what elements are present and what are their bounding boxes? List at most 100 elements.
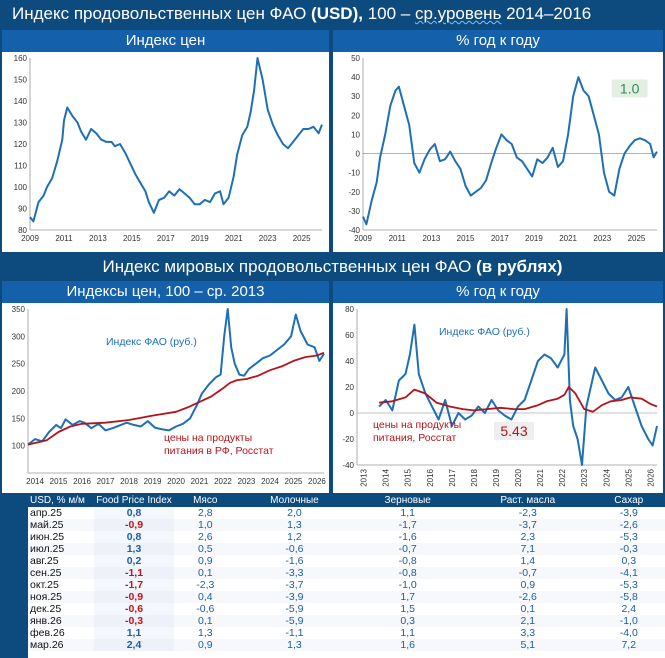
value-cell: -1,7 [94, 579, 174, 591]
value-cell: 5,1 [463, 639, 593, 651]
column-header: USD, % м/м [28, 494, 94, 507]
value-cell: 0,9 [520, 579, 536, 591]
chart-svg: 80 90 100 110 120 130 140 150 160 2009 2011 2013 201… [14, 54, 323, 243]
x-tick-label: 2019 [525, 234, 543, 243]
value-cell: -0,8 [352, 567, 464, 579]
annotation-fao: Индекс ФАО (руб.) [439, 326, 530, 338]
value-cell: 3,3 [520, 627, 536, 639]
month-cell: сен.25 [28, 567, 94, 579]
y-tick-label: 90 [18, 205, 27, 214]
value-cell: -0,3 [592, 543, 665, 555]
value-cell: -0,7 [352, 543, 464, 555]
y-tick-label: 80 [18, 226, 27, 235]
value-cell: -1,0 [398, 579, 417, 591]
value-cell: 1,0 [174, 519, 237, 531]
value-cell: 0,1 [174, 567, 237, 579]
value-cell: -1,6 [398, 531, 417, 543]
value-cell: 0,4 [174, 591, 237, 603]
x-tick-label: 2015 [123, 234, 141, 243]
y-tick-label: 200 [12, 387, 26, 396]
value-cell: -1,0 [592, 615, 665, 627]
table-row: июл.25 1,3 0,5 -0,6 -0,7 7,1 -0,3 [28, 543, 665, 555]
value-cell: -2,6 [463, 591, 593, 603]
table-row: июн.25 0,8 2,6 1,2 -1,6 2,3 -5,3 [28, 531, 665, 543]
value-cell: -3,7 [463, 519, 593, 531]
month-cell: мар.26 [28, 639, 94, 651]
x-tick-label: 2022 [214, 477, 232, 486]
value-cell: 1,1 [94, 627, 174, 639]
x-tick-label: 2023 [259, 234, 277, 243]
value-cell: -0,6 [236, 543, 353, 555]
table-row: авг.25 0,2 0,9 -1,6 -0,8 1,4 0,3 [28, 555, 665, 567]
x-tick-label: 2014 [26, 477, 44, 486]
x-tick-label: 2019 [191, 234, 209, 243]
month-cell: июн.25 [30, 531, 65, 543]
x-tick-label: 2017 [448, 468, 457, 486]
value-cell: -5,9 [285, 603, 304, 615]
x-tick-label: 2013 [360, 468, 369, 486]
chart-svg: -40 -30 -20 -10 0 10 20 30 40 50 2009 2011 2013 2015 2… [348, 54, 658, 243]
x-tick-label: 2023 [238, 477, 256, 486]
y-tick-label: -20 [342, 435, 354, 444]
column-header: Food Price Index [94, 494, 174, 507]
y-tick-label: -40 [348, 226, 360, 235]
value-cell: 2,1 [463, 615, 593, 627]
x-tick-label: 2021 [191, 477, 209, 486]
month-cell: май.25 [28, 519, 94, 531]
annotation-rosstat-2: питания, Росстат [373, 432, 456, 444]
x-tick-label: 2015 [457, 234, 475, 243]
x-tick-label: 2023 [580, 468, 589, 486]
y-tick-label: 0 [356, 150, 361, 159]
y-tick-label: -40 [342, 461, 354, 470]
y-tick-label: 30 [351, 92, 360, 101]
month-cell: авг.25 [30, 555, 59, 567]
x-tick-label: 2023 [593, 234, 611, 243]
chart-fao-yoy-rub: % год к году -40 -20 0 20 40 60 80 2013 2014 2015… [333, 281, 663, 493]
value-cell: 1,3 [236, 639, 353, 651]
value-cell: 1,7 [352, 591, 464, 603]
x-tick-label: 2019 [144, 477, 162, 486]
table-row: май.25 -0,9 1,0 1,3 -1,7 -3,7 -2,6 [28, 519, 665, 531]
value-cell: -0,6 [196, 603, 215, 615]
y-tick-label: 80 [345, 305, 354, 314]
table-left-strip [0, 494, 28, 658]
x-tick-label: 2011 [389, 234, 407, 243]
value-cell: 1,3 [94, 543, 174, 555]
main-title: Индекс продовольственных цен ФАО (USD), … [0, 0, 665, 30]
y-tick-label: 140 [14, 97, 28, 106]
month-cell: фев.26 [30, 627, 65, 639]
x-tick-label: 2009 [354, 234, 372, 243]
y-tick-label: 120 [14, 140, 28, 149]
series-line-fao [362, 76, 658, 226]
x-tick-label: 2024 [261, 477, 279, 486]
x-tick-label: 2026 [308, 477, 326, 486]
x-tick-label: 2026 [646, 468, 655, 486]
last-value-box [494, 422, 534, 440]
value-cell: 0,2 [94, 555, 174, 567]
chart-title: % год к году [333, 281, 663, 303]
chart-title: Индексы цен, 100 – ср. 2013 [2, 281, 329, 303]
value-cell: 1,3 [236, 519, 353, 531]
series-line-fao [378, 308, 658, 466]
y-tick-label: 20 [345, 383, 354, 392]
value-cell: -3,9 [619, 507, 638, 519]
y-tick-label: 0 [350, 409, 355, 418]
table-row: сен.25 -1,1 0,1 -3,3 -0,8 -0,7 -4,1 [28, 567, 665, 579]
x-tick-label: 2009 [21, 234, 39, 243]
last-value-label: 1.0 [620, 80, 640, 96]
chart-title: % год к году [333, 30, 663, 52]
x-tick-label: 2025 [293, 234, 311, 243]
value-cell: -1,7 [352, 519, 464, 531]
value-cell: 1,4 [520, 555, 536, 567]
x-tick-label: 2016 [73, 477, 91, 486]
month-cell: ноя.25 [28, 591, 94, 603]
value-cell: -2,3 [518, 507, 537, 519]
y-tick-label: -10 [348, 169, 360, 178]
value-cell: -0,6 [94, 603, 174, 615]
value-cell: -0,8 [398, 555, 417, 567]
x-tick-label: 2022 [558, 468, 567, 486]
value-cell: -0,9 [94, 519, 174, 531]
value-cell: -1,6 [285, 555, 304, 567]
value-cell: 0,3 [352, 615, 464, 627]
column-header: Зерновые [352, 494, 464, 507]
